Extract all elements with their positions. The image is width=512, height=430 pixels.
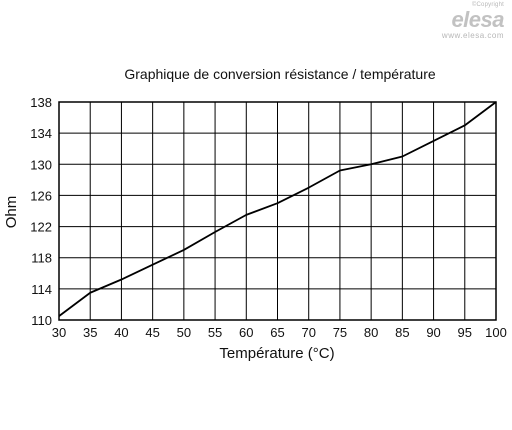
elesa-logo: elesa — [451, 7, 504, 32]
x-tick-label: 75 — [333, 325, 347, 340]
y-tick-label: 122 — [30, 220, 52, 235]
brand-block: ©Copyright elesa www.elesa.com — [424, 2, 505, 40]
x-tick-label: 70 — [301, 325, 315, 340]
x-tick-label: 90 — [426, 325, 440, 340]
x-tick-label: 80 — [364, 325, 378, 340]
x-tick-label: 65 — [270, 325, 284, 340]
brand-url: www.elesa.com — [441, 31, 504, 40]
y-tick-label: 134 — [30, 126, 52, 141]
x-tick-label: 55 — [208, 325, 222, 340]
x-tick-label: 100 — [485, 325, 507, 340]
x-tick-label: 50 — [177, 325, 191, 340]
plot-frame — [58, 101, 497, 321]
chart-plot-area — [58, 101, 497, 317]
chart-grid — [58, 101, 497, 321]
x-axis-label: Température (°C) — [219, 345, 334, 362]
copyright-text: ©Copyright — [471, 2, 504, 8]
y-axis-label: Ohm — [3, 196, 20, 229]
x-tick-label: 30 — [52, 325, 66, 340]
x-tick-label: 60 — [239, 325, 253, 340]
y-tick-label: 114 — [31, 282, 52, 297]
y-tick-label: 138 — [30, 95, 52, 110]
y-tick-label: 110 — [31, 313, 52, 328]
y-tick-label: 126 — [30, 188, 52, 203]
x-tick-label: 45 — [145, 325, 159, 340]
series-line — [58, 101, 497, 317]
y-tick-label: 118 — [31, 251, 52, 266]
chart-tick-labels: 30 35 40 45 50 55 60 65 70 75 80 85 90 95 100 110 114 118… — [30, 95, 507, 340]
y-tick-label: 130 — [30, 157, 52, 172]
x-tick-label: 35 — [83, 325, 97, 340]
chart-title: Graphique de conversion résistance / tem… — [124, 66, 435, 82]
x-tick-label: 85 — [395, 325, 409, 340]
x-tick-label: 95 — [458, 325, 472, 340]
x-tick-label: 40 — [114, 325, 128, 340]
